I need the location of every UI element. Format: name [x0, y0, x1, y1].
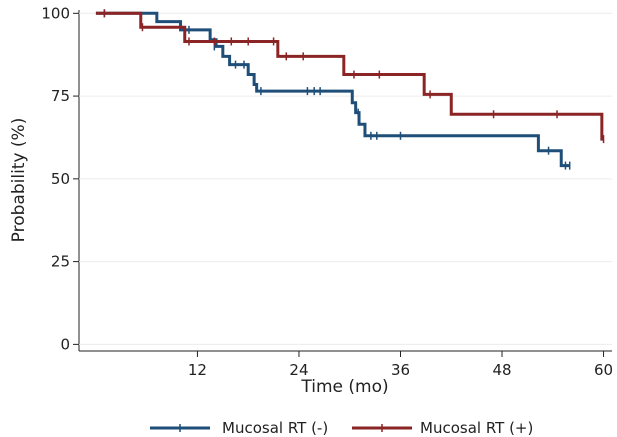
y-tick-label-75: 75 — [51, 87, 70, 105]
y-tick-label-100: 100 — [41, 4, 70, 22]
series-line-mucosal-rt-pos — [95, 11, 604, 141]
x-tick-label-48: 48 — [492, 361, 511, 379]
series-line-mucosal-rt-neg — [95, 11, 570, 168]
y-axis-title: Probability (%) — [9, 118, 29, 243]
x-tick-label-24: 24 — [289, 361, 308, 379]
series-mucosal-rt-pos — [95, 9, 605, 144]
y-tick-label-25: 25 — [51, 253, 70, 271]
y-ticks: 0 25 50 75 100 — [41, 4, 79, 353]
y-tick-label-0: 0 — [60, 335, 70, 353]
series-layer — [95, 9, 605, 170]
legend-label-mucosal-rt-pos: Mucosal RT (+) — [420, 419, 533, 437]
grid-lines — [79, 12, 612, 345]
series-mucosal-rt-neg — [95, 9, 571, 170]
x-tick-label-36: 36 — [391, 361, 410, 379]
x-tick-label-60: 60 — [594, 361, 613, 379]
legend-label-mucosal-rt-neg: Mucosal RT (-) — [222, 419, 328, 437]
x-ticks: 12 24 36 48 60 — [188, 351, 613, 379]
x-axis-title: Time (mo) — [300, 377, 388, 397]
legend: Mucosal RT (-) Mucosal RT (+) — [150, 419, 533, 437]
y-tick-label-50: 50 — [51, 170, 70, 188]
x-tick-label-12: 12 — [188, 361, 207, 379]
